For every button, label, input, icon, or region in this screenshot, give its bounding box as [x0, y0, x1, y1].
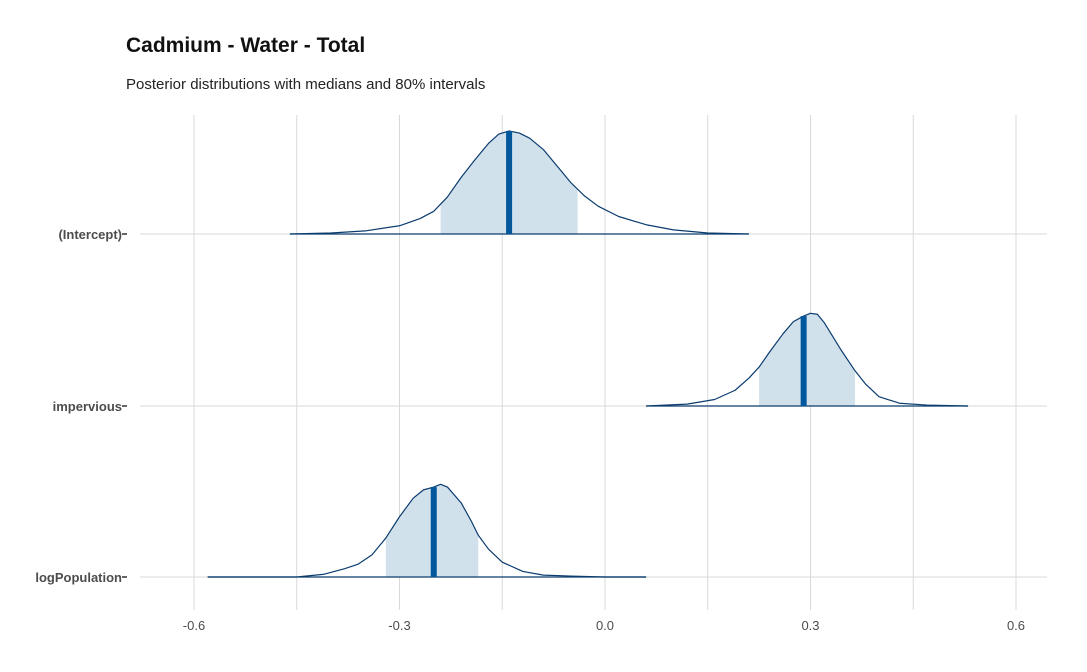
x-tick-label: -0.3 [388, 618, 410, 633]
x-tick-label: -0.6 [183, 618, 205, 633]
axis-layer: (Intercept) impervious logPopulation -0.6 -0… [35, 227, 1025, 633]
grid-layer [140, 115, 1047, 610]
interval-area [759, 313, 855, 406]
x-tick-label: 0.3 [801, 618, 819, 633]
y-tick-label: logPopulation [35, 570, 122, 585]
density-layer [208, 131, 968, 577]
x-tick-label: 0.0 [596, 618, 614, 633]
y-tick-label: impervious [53, 399, 122, 414]
y-tick-label: (Intercept) [58, 227, 122, 242]
x-tick-label: 0.6 [1007, 618, 1025, 633]
